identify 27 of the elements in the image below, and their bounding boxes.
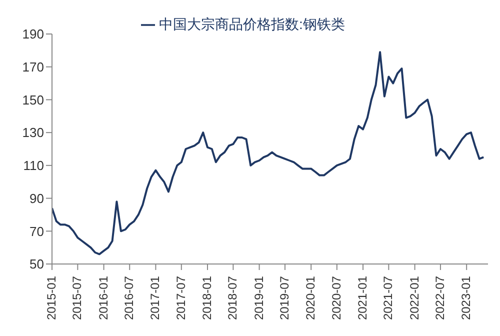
x-tick-label: 2020-07 — [329, 276, 344, 320]
x-tick-label: 2019-07 — [277, 276, 292, 320]
y-tick-label: 150 — [22, 92, 44, 108]
y-tick-label: 190 — [22, 26, 44, 42]
x-tick-label: 2023-01 — [459, 276, 474, 320]
x-tick-label: 2017-07 — [174, 276, 188, 320]
x-tick-label: 2016-01 — [96, 276, 110, 320]
y-tick-label: 130 — [22, 125, 44, 140]
x-tick-label: 2015-07 — [70, 276, 84, 320]
x-tick-label: 2022-07 — [432, 276, 447, 320]
x-tick-label: 2018-07 — [226, 276, 240, 320]
x-tick-label: 2016-07 — [122, 276, 136, 320]
x-tick-label: 2015-01 — [44, 276, 59, 320]
x-tick-label: 2020-01 — [304, 276, 318, 320]
x-tick-label: 2021-07 — [381, 276, 396, 320]
legend-label: 中国大宗商品价格指数:钢铁类 — [159, 16, 345, 32]
x-tick-label: 2019-01 — [252, 276, 266, 320]
y-tick-label: 50 — [30, 256, 44, 272]
x-tick-label: 2022-01 — [407, 276, 422, 320]
x-tick-label: 2021-01 — [356, 276, 370, 320]
y-tick-label: 90 — [30, 190, 44, 206]
line-series — [52, 51, 485, 256]
x-tick-label: 2017-01 — [148, 276, 162, 320]
y-tick-label: 110 — [23, 158, 44, 174]
x-tick-label: 2018-01 — [200, 276, 214, 320]
y-tick-label: 170 — [22, 59, 44, 74]
y-tick-label: 70 — [30, 224, 44, 239]
